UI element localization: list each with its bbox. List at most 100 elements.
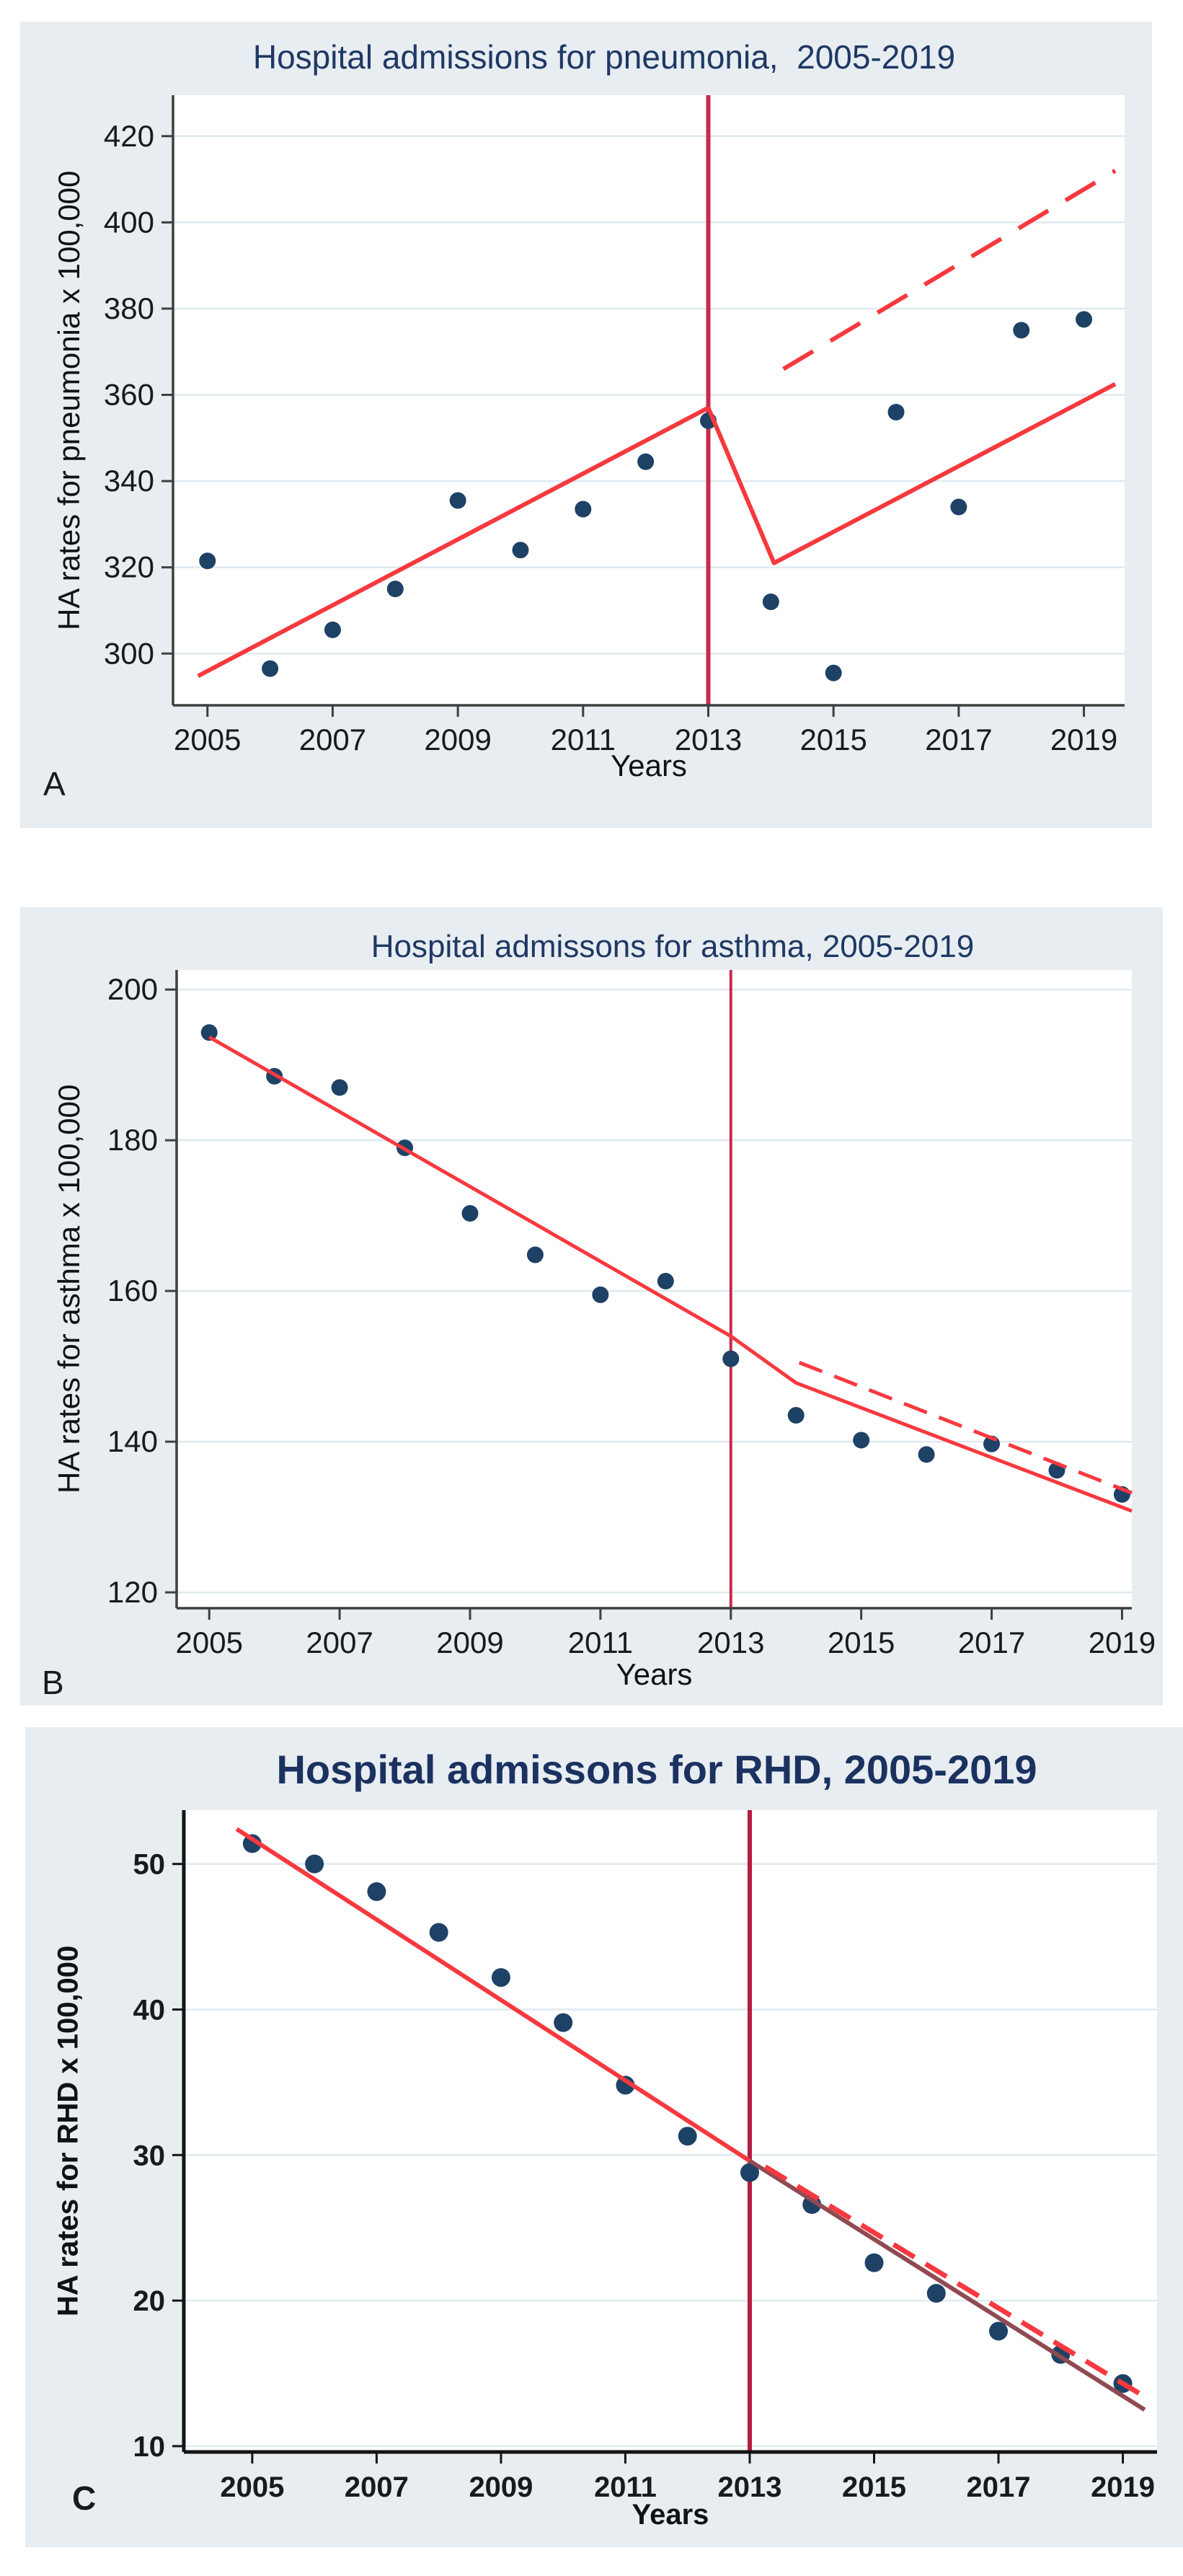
- x-tick-label: 2005: [220, 2471, 284, 2503]
- data-point: [637, 453, 655, 470]
- x-tick-label: 2007: [345, 2471, 409, 2503]
- data-point: [616, 2076, 635, 2095]
- data-point: [887, 403, 905, 420]
- y-tick-label: 300: [104, 636, 154, 670]
- data-point: [461, 1204, 479, 1222]
- data-point: [825, 664, 842, 682]
- trend-line: [235, 1827, 751, 2163]
- y-axis-label-rhd: HA rates for RHD x 100,000: [52, 1945, 84, 2317]
- chart-panel-rhd: 2005 2007 2009 2011 2013 2015 2017 2019 10 20 30 40…: [25, 1727, 1183, 2547]
- data-point: [429, 1923, 448, 1942]
- y-tick-label: 140: [107, 1424, 158, 1458]
- asthma-plot-area: 2005 2007 2009 2011 2013 2015 2017 2019 120 140 16…: [107, 970, 1156, 1659]
- data-point: [657, 1273, 674, 1290]
- data-point: [592, 1286, 609, 1303]
- y-tick-label: 180: [107, 1123, 158, 1157]
- pneumonia-plot-area: 2005 2007 2009 2011 2013 2015 2017 2019 300 320 34…: [104, 95, 1125, 757]
- y-tick-label: 30: [133, 2140, 166, 2171]
- data-point: [575, 500, 592, 518]
- y-tick-label: 50: [133, 1849, 166, 1881]
- y-tick-label: 400: [104, 205, 154, 239]
- trend-line: [197, 405, 709, 678]
- y-tick-label: 10: [133, 2431, 166, 2463]
- y-axis-label-pneumonia: HA rates for pneumonia x 100,000: [52, 170, 86, 630]
- x-tick-label: 2005: [176, 1626, 243, 1659]
- data-point: [242, 1834, 262, 1853]
- data-point: [722, 1350, 740, 1367]
- data-point: [324, 621, 341, 638]
- data-point: [449, 492, 466, 509]
- chart-title-asthma: Hospital admissons for asthma, 2005-2019: [371, 929, 975, 964]
- x-tick-label: 2013: [697, 1626, 764, 1659]
- data-point: [950, 498, 967, 516]
- y-tick-label: 120: [107, 1575, 158, 1609]
- data-point: [918, 1446, 935, 1463]
- x-tick-label: 2009: [424, 723, 491, 757]
- x-tick-label: 2009: [469, 2471, 533, 2503]
- x-tick-label: 2013: [675, 723, 742, 757]
- x-tick-label: 2017: [967, 2471, 1031, 2503]
- data-point: [1076, 311, 1093, 328]
- x-tick-label: 2007: [306, 1626, 373, 1659]
- data-point: [262, 660, 279, 677]
- panel-letter-b: B: [42, 1664, 64, 1701]
- x-axis-label-pneumonia: Years: [611, 749, 687, 782]
- trend-line: [208, 1035, 732, 1338]
- chart-panel-asthma: 2005 2007 2009 2011 2013 2015 2017 2019 120 140 16…: [20, 907, 1163, 1706]
- y-tick-label: 340: [104, 464, 154, 498]
- x-tick-label: 2013: [717, 2471, 781, 2503]
- x-tick-label: 2011: [551, 723, 616, 757]
- x-tick-label: 2011: [568, 1626, 633, 1659]
- counterfactual-line: [798, 1361, 1133, 1495]
- data-point: [512, 542, 529, 559]
- data-point: [762, 594, 779, 611]
- x-axis-label-asthma: Years: [616, 1657, 693, 1691]
- data-point: [1013, 322, 1030, 339]
- chart-panel-pneumonia: 2005 2007 2009 2011 2013 2015 2017 2019 300 320 34…: [20, 22, 1152, 828]
- rhd-plot-area: 2005 2007 2009 2011 2013 2015 2017 2019 10 20 30 40…: [133, 1810, 1157, 2503]
- data-point: [989, 2321, 1009, 2341]
- x-tick-label: 2017: [958, 1626, 1025, 1659]
- y-tick-label: 360: [104, 378, 154, 412]
- data-point: [853, 1432, 870, 1449]
- data-point: [199, 552, 216, 570]
- data-point: [554, 2013, 573, 2032]
- trend-line: [706, 381, 1117, 565]
- plot-background: [184, 1810, 1157, 2452]
- data-point: [678, 2127, 697, 2146]
- x-tick-label: 2011: [594, 2471, 657, 2503]
- trend-line: [730, 1334, 1133, 1513]
- trend-line: [748, 2158, 1146, 2412]
- y-tick-label: 380: [104, 291, 154, 325]
- data-point: [331, 1079, 348, 1096]
- data-point: [386, 581, 404, 598]
- plot-background: [177, 970, 1132, 1608]
- x-tick-label: 2009: [436, 1626, 503, 1659]
- data-point: [740, 2163, 759, 2182]
- y-tick-label: 160: [107, 1274, 158, 1307]
- y-tick-label: 40: [133, 1994, 166, 2026]
- x-tick-label: 2015: [842, 2471, 906, 2503]
- chart-title-pneumonia: Hospital admissions for pneumonia, 2005-…: [252, 38, 956, 76]
- counterfactual-line: [782, 169, 1117, 371]
- x-tick-label: 2019: [1050, 723, 1117, 757]
- x-tick-label: 2019: [1089, 1626, 1156, 1659]
- y-tick-label: 420: [104, 119, 154, 153]
- data-point: [926, 2284, 946, 2303]
- panel-letter-a: A: [43, 765, 66, 803]
- data-point: [491, 1968, 510, 1988]
- x-tick-label: 2019: [1091, 2471, 1155, 2503]
- chart-title-rhd: Hospital admissons for RHD, 2005-2019: [276, 1747, 1037, 1792]
- x-tick-label: 2015: [799, 723, 867, 757]
- data-point: [305, 1854, 324, 1874]
- x-tick-label: 2017: [925, 723, 992, 757]
- y-axis-label-asthma: HA rates for asthma x 100,000: [52, 1084, 86, 1494]
- y-tick-label: 200: [107, 972, 158, 1006]
- x-tick-label: 2005: [174, 723, 241, 757]
- y-tick-label: 20: [133, 2285, 166, 2317]
- y-tick-label: 320: [104, 550, 154, 584]
- data-point: [787, 1407, 805, 1424]
- data-point: [200, 1024, 218, 1041]
- data-point: [864, 2253, 884, 2272]
- x-tick-label: 2007: [299, 723, 366, 757]
